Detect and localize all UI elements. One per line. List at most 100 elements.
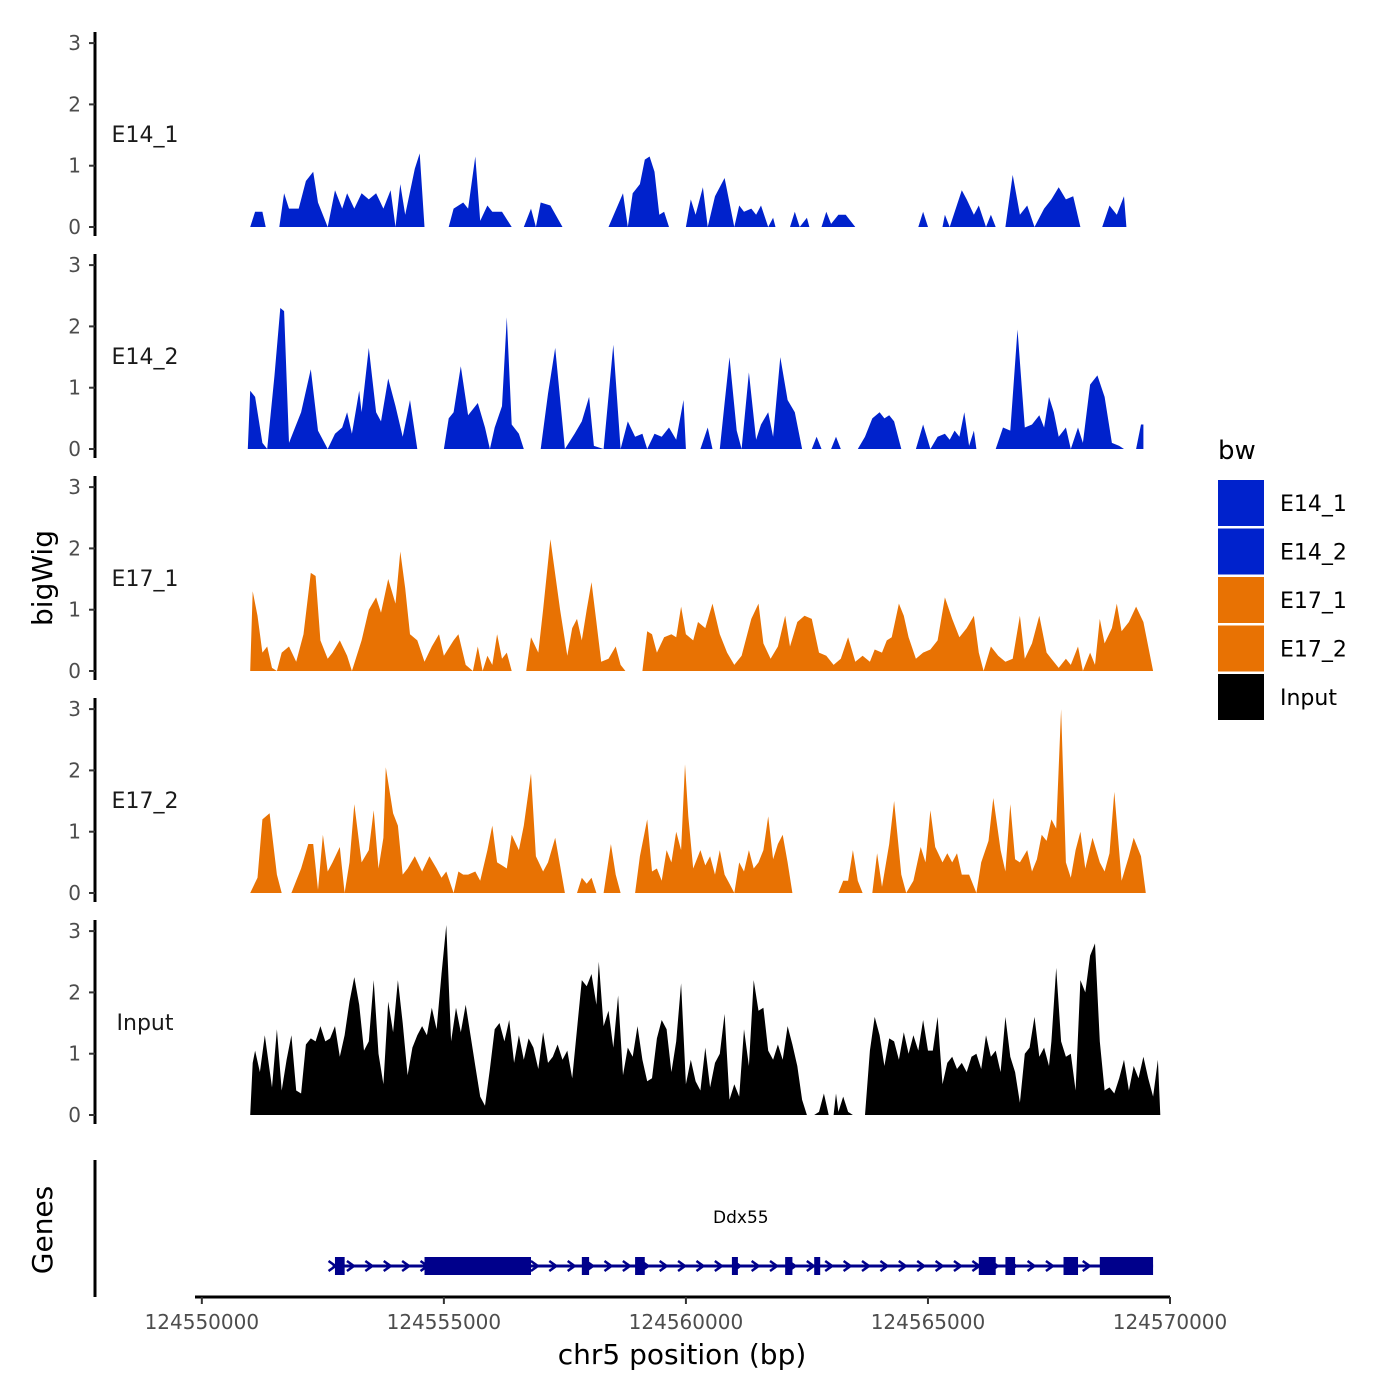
strand-arrow xyxy=(1026,1259,1037,1273)
gene-exon xyxy=(635,1257,645,1275)
gene-label: Ddx55 xyxy=(713,1208,769,1228)
coverage-area-e17-1-2 xyxy=(642,597,1154,671)
genes-track-title: Genes xyxy=(26,1186,59,1274)
strand-arrow xyxy=(898,1259,908,1273)
legend-label: E17_1 xyxy=(1280,589,1347,614)
track-e14-1: 0 1 2 3 E14_1 xyxy=(68,31,1127,239)
x-tick-label: 124560000 xyxy=(629,1310,744,1334)
coverage-area-e17-1-0 xyxy=(250,551,512,671)
track-e14-2: 0 1 2 3 E14_2 xyxy=(68,253,1144,461)
coverage-area-e17-2-6 xyxy=(872,709,1146,893)
coverage-area-e17-2-0 xyxy=(250,813,282,893)
gene-exon xyxy=(785,1257,793,1275)
legend-swatch xyxy=(1218,674,1264,720)
coverage-area-e14-2-6 xyxy=(831,436,841,449)
strand-arrow xyxy=(750,1259,761,1273)
track-label-e14-1: E14_1 xyxy=(112,123,179,148)
y-tick-label: 1 xyxy=(68,598,81,622)
y-tick-label: 0 xyxy=(68,659,81,683)
strand-arrow xyxy=(383,1259,393,1273)
strand-arrow xyxy=(658,1259,669,1273)
coverage-area-e14-2-0 xyxy=(247,308,418,449)
track-label-e17-1: E17_1 xyxy=(112,567,179,592)
y-tick-label: 3 xyxy=(68,919,81,943)
strand-arrow xyxy=(622,1259,633,1273)
coverage-area-e14-1-5 xyxy=(685,178,776,227)
strand-arrow xyxy=(806,1259,816,1273)
gene-exon xyxy=(814,1257,821,1275)
y-tick-label: 2 xyxy=(68,92,81,116)
track-label-e14-2: E14_2 xyxy=(112,345,179,370)
x-tick-label: 124565000 xyxy=(871,1310,986,1334)
gene-exon xyxy=(424,1257,532,1275)
strand-arrow xyxy=(695,1259,706,1273)
coverage-area-e14-1-3 xyxy=(523,202,563,227)
strand-arrow xyxy=(842,1259,853,1273)
legend: bw E14_1 E14_2 E17_1 E17_2 Input xyxy=(1218,436,1347,720)
coverage-area-e14-1-9 xyxy=(942,174,1081,227)
gene-exon xyxy=(1063,1257,1079,1275)
track-e17-2: 0 1 2 3 E17_2 xyxy=(68,697,1146,905)
coverage-area-e14-1-1 xyxy=(279,153,425,227)
coverage-area-e17-2-4 xyxy=(635,764,793,893)
strand-arrow xyxy=(530,1259,541,1273)
strand-arrow xyxy=(879,1259,890,1273)
coverage-area-e14-1-4 xyxy=(608,156,669,227)
coverage-area-e14-1-8 xyxy=(918,211,928,227)
x-axis-title: chr5 position (bp) xyxy=(558,1338,807,1371)
legend-label: E14_2 xyxy=(1280,541,1347,566)
coverage-area-e14-1-10 xyxy=(1102,196,1127,227)
track-label-e17-2: E17_2 xyxy=(112,789,179,814)
gene-exon xyxy=(581,1257,590,1275)
coverage-area-e17-1-1 xyxy=(526,539,626,671)
y-tick-label: 0 xyxy=(68,881,81,905)
strand-arrow xyxy=(1045,1259,1056,1273)
gene-ddx55: Ddx55 xyxy=(327,1208,1154,1275)
coverage-area-e17-2-2 xyxy=(577,877,597,893)
coverage-area-e14-2-1 xyxy=(443,317,524,449)
y-tick-label: 1 xyxy=(68,154,81,178)
legend-swatch xyxy=(1218,625,1264,672)
strand-arrow xyxy=(346,1259,357,1273)
legend-swatch xyxy=(1218,480,1264,526)
y-tick-label: 2 xyxy=(68,536,81,560)
legend-entry-e14-2: E14_2 xyxy=(1218,528,1347,575)
gene-exon xyxy=(978,1257,996,1275)
y-tick-label: 3 xyxy=(68,697,81,721)
coverage-tracks: 0 1 2 3 E14_1 0 1 2 3 E14_2 0 1 2 3 E17_1 0 1 2 3 E17_2 0 1 2 3… xyxy=(68,31,1161,1127)
strand-arrow xyxy=(677,1259,688,1273)
coverage-area-e17-2-3 xyxy=(603,844,621,893)
legend-title: bw xyxy=(1218,436,1256,466)
strand-arrow xyxy=(548,1259,559,1273)
y-tick-label: 1 xyxy=(68,376,81,400)
y-tick-label: 2 xyxy=(68,314,81,338)
x-tick-label: 124570000 xyxy=(1113,1310,1228,1334)
coverage-area-e14-2-5 xyxy=(811,436,822,449)
legend-entry-input: Input xyxy=(1218,674,1337,720)
coverage-area-input-2 xyxy=(833,1093,853,1115)
coverage-area-e14-2-9 xyxy=(995,329,1144,449)
gene-exon xyxy=(731,1257,738,1275)
strand-arrow xyxy=(603,1259,614,1273)
track-label-input: Input xyxy=(117,1011,174,1036)
strand-arrow xyxy=(824,1259,835,1273)
strand-arrow xyxy=(327,1259,338,1273)
legend-entry-e17-1: E17_1 xyxy=(1218,577,1347,623)
coverage-area-e14-1-2 xyxy=(448,156,512,227)
coverage-area-e17-2-1 xyxy=(291,767,565,893)
x-tick-label: 124550000 xyxy=(145,1310,260,1334)
coverage-area-input-1 xyxy=(814,1093,829,1115)
legend-label: E14_1 xyxy=(1280,492,1347,517)
y-tick-label: 0 xyxy=(68,437,81,461)
coverage-area-e14-1-6 xyxy=(790,211,810,227)
gene-exon xyxy=(1099,1257,1154,1275)
strand-arrow xyxy=(364,1259,375,1273)
y-tick-label: 0 xyxy=(68,215,81,239)
y-tick-label: 3 xyxy=(68,475,81,499)
coverage-area-e14-2-4 xyxy=(719,357,803,449)
strand-arrow xyxy=(714,1259,724,1273)
x-axis: 124550000 124555000 124560000 124565000 1245… xyxy=(145,1295,1228,1334)
track-e17-1: 0 1 2 3 E17_1 xyxy=(68,475,1154,683)
y-tick-label: 0 xyxy=(68,1103,81,1127)
strand-arrow xyxy=(916,1259,927,1273)
